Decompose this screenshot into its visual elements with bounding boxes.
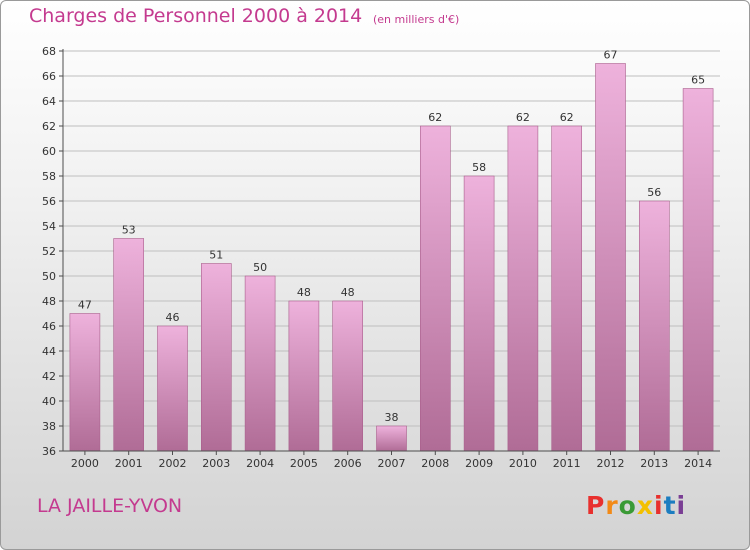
y-tick-label: 66 [42,70,56,83]
data-label: 38 [385,411,399,424]
x-tick-label: 2002 [159,457,187,470]
y-tick-label: 36 [42,445,56,458]
commune-name: LA JAILLE-YVON [37,495,182,517]
y-tick-label: 48 [42,295,56,308]
data-label: 50 [253,261,267,274]
x-tick-label: 2006 [334,457,362,470]
logo-letter: P [586,491,605,520]
y-tick-label: 54 [42,220,56,233]
y-axis-ticks: 36 38 40 42 44 46 48 50 52 54 56 58 60 62 64 66 68 [42,45,63,458]
data-label: 46 [166,311,180,324]
data-label: 47 [78,299,92,312]
data-label: 51 [209,249,223,262]
proxiti-logo: Proxiti [586,491,686,520]
logo-letter: t [664,491,677,520]
y-tick-label: 40 [42,395,56,408]
x-tick-label: 2009 [465,457,493,470]
bar [201,264,231,452]
logo-letter: i [654,491,664,520]
y-tick-label: 46 [42,320,56,333]
bar [114,239,144,452]
logo-letter: r [605,491,618,520]
data-label: 48 [297,286,311,299]
bar [420,126,450,451]
x-tick-label: 2014 [684,457,712,470]
y-tick-label: 60 [42,145,56,158]
bar [377,426,407,451]
x-tick-label: 2004 [246,457,274,470]
y-tick-label: 38 [42,420,56,433]
x-tick-label: 2003 [202,457,230,470]
x-tick-label: 2008 [421,457,449,470]
bar [596,64,626,452]
x-tick-label: 2010 [509,457,537,470]
bar [289,301,319,451]
x-tick-label: 2013 [640,457,668,470]
data-label: 62 [560,111,574,124]
data-label: 58 [472,161,486,174]
bar [333,301,363,451]
bar [683,89,713,452]
bar [70,314,100,452]
x-tick-label: 2000 [71,457,99,470]
bars [70,64,713,452]
bar [639,201,669,451]
bar [508,126,538,451]
logo-letter: o [619,491,637,520]
data-label: 67 [604,49,618,62]
x-axis-ticks: 2000 2001 2002 2003 2004 2005 2006 2007 2008 2009… [71,451,712,470]
x-tick-label: 2011 [553,457,581,470]
data-label: 62 [516,111,530,124]
logo-letter: i [677,491,687,520]
data-label: 53 [122,224,136,237]
y-tick-label: 44 [42,345,56,358]
y-tick-label: 58 [42,170,56,183]
x-tick-label: 2001 [115,457,143,470]
bar [245,276,275,451]
y-tick-label: 52 [42,245,56,258]
x-tick-label: 2007 [378,457,406,470]
y-tick-label: 62 [42,120,56,133]
logo-letter: x [637,491,654,520]
y-tick-label: 56 [42,195,56,208]
x-tick-label: 2012 [597,457,625,470]
data-label: 56 [647,186,661,199]
x-tick-label: 2005 [290,457,318,470]
data-label: 65 [691,74,705,87]
bar [552,126,582,451]
y-tick-label: 64 [42,95,56,108]
data-label: 62 [428,111,442,124]
y-tick-label: 50 [42,270,56,283]
bar [464,176,494,451]
bar [158,326,188,451]
y-tick-label: 42 [42,370,56,383]
y-tick-label: 68 [42,45,56,58]
data-label: 48 [341,286,355,299]
